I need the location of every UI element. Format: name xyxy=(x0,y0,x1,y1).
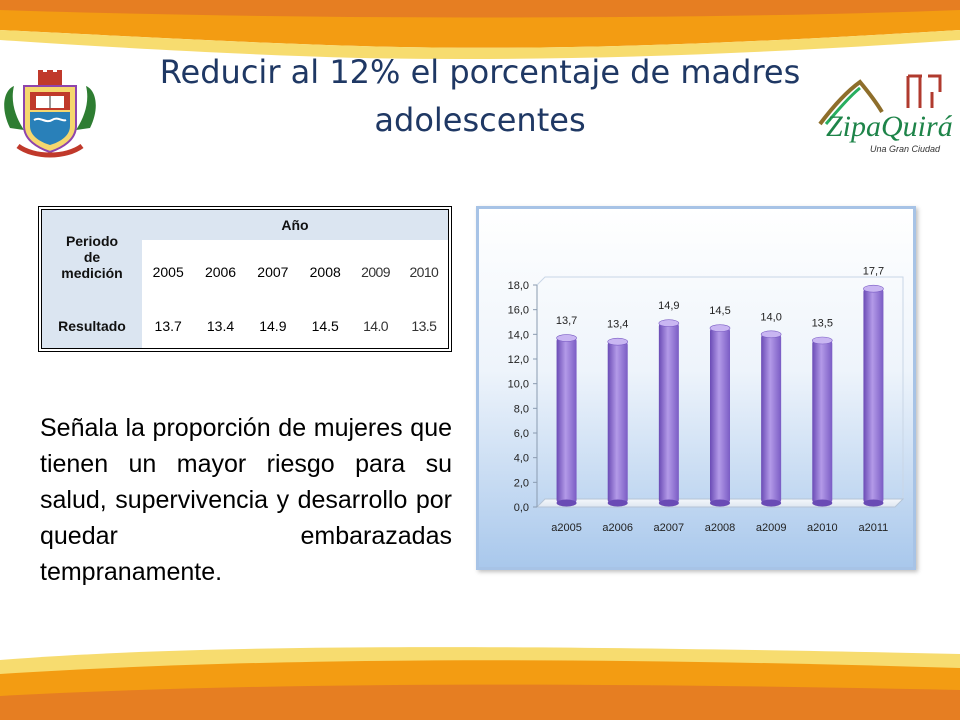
bar-base xyxy=(863,499,884,507)
bar-cap xyxy=(556,334,577,342)
y-tick-label: 10,0 xyxy=(508,379,529,391)
bar-cap xyxy=(658,319,680,328)
year-header-cell: Año xyxy=(142,210,448,240)
bar-chart-svg: 0,0 2,0 4,0 6,0 8,0 10,0 12,0 14,0 16,0 18,0 13,7 a… xyxy=(508,266,905,534)
indicator-description: Señala la proporción de mujeres que tien… xyxy=(40,414,452,586)
bar xyxy=(710,328,730,503)
y-tick-label: 12,0 xyxy=(508,354,529,366)
city-logo: ZipaQuirá Una Gran Ciudad xyxy=(812,68,960,160)
year-cell: 2009 xyxy=(351,240,400,304)
result-cell: 14.9 xyxy=(246,304,300,348)
year-cell: 2007 xyxy=(246,240,300,304)
x-tick-label: a2007 xyxy=(654,522,685,534)
result-cell: 14.0 xyxy=(351,304,400,348)
results-row: Resultado 13.7 13.4 14.9 14.5 14.0 13.5 xyxy=(42,304,448,348)
bar-data-label: 13,5 xyxy=(812,318,833,330)
bar-chart: 0,0 2,0 4,0 6,0 8,0 10,0 12,0 14,0 16,0 18,0 13,7 a… xyxy=(476,206,916,570)
y-tick-label: 2,0 xyxy=(514,477,529,489)
bar-base xyxy=(556,499,577,507)
bar xyxy=(863,288,884,503)
bar-data-label: 14,0 xyxy=(760,311,781,323)
top-decorative-band xyxy=(0,0,960,60)
period-header-line3: medición xyxy=(61,265,123,281)
years-row: 2005 2006 2007 2008 2009 2010 xyxy=(42,240,448,304)
result-cell: 14.5 xyxy=(299,304,352,348)
logo-tagline: Una Gran Ciudad xyxy=(870,144,941,154)
y-tick-label: 14,0 xyxy=(508,329,529,341)
bar-base xyxy=(607,499,628,507)
x-tick-label: a2010 xyxy=(807,522,838,534)
bar-cap xyxy=(811,336,833,345)
bar-data-label: 13,4 xyxy=(607,319,628,331)
result-cell: 13.4 xyxy=(194,304,247,348)
bar-data-label: 13,7 xyxy=(556,315,577,327)
year-cell: 2006 xyxy=(194,240,247,304)
bar-data-label: 14,9 xyxy=(658,300,679,312)
results-table: Periodo de medición Año 2005 2006 2007 2… xyxy=(38,206,452,352)
bar-cap xyxy=(607,337,629,346)
result-cell: 13.7 xyxy=(142,304,195,348)
slide-title: Reducir al 12% el porcentaje de madres a… xyxy=(60,48,900,144)
logo-wordmark: ZipaQuirá xyxy=(826,110,953,143)
bottom-decorative-band xyxy=(0,647,960,720)
x-tick-label: a2011 xyxy=(859,522,889,534)
bar-cap xyxy=(760,330,782,339)
bar xyxy=(658,323,679,503)
y-tick-label: 16,0 xyxy=(508,305,529,317)
y-tick-label: 6,0 xyxy=(514,428,529,440)
bar xyxy=(812,340,833,503)
y-tick-label: 8,0 xyxy=(514,403,529,415)
bar xyxy=(556,338,577,503)
result-label-cell: Resultado xyxy=(42,304,142,348)
year-cell: 2010 xyxy=(399,240,448,304)
x-tick-label: a2009 xyxy=(756,522,787,534)
bar xyxy=(761,334,782,503)
bar xyxy=(607,341,628,503)
bar-base xyxy=(812,499,833,507)
period-header-line2: de xyxy=(83,249,101,265)
x-tick-label: a2006 xyxy=(602,522,633,534)
result-cell: 13.5 xyxy=(399,304,448,348)
title-line-1: Reducir al 12% el porcentaje de madres xyxy=(159,53,801,91)
period-header-line1: Periodo xyxy=(65,233,119,249)
bar-base xyxy=(761,499,782,507)
bar-base xyxy=(710,499,730,507)
mountain-logo-icon xyxy=(818,74,942,126)
bar-cap xyxy=(709,324,731,332)
x-tick-label: a2005 xyxy=(551,522,582,534)
table-header-row: Periodo de medición Año xyxy=(42,210,448,304)
bar-data-label: 14,5 xyxy=(709,305,730,317)
bar-base xyxy=(658,499,679,507)
bar-cap xyxy=(863,284,884,293)
x-tick-label: a2008 xyxy=(705,522,736,534)
year-cell: 2008 xyxy=(299,240,352,304)
bar-data-label: 17,7 xyxy=(863,266,884,278)
year-cell: 2005 xyxy=(142,240,195,304)
y-tick-label: 18,0 xyxy=(508,280,529,292)
municipal-crest-icon xyxy=(4,70,96,158)
period-header-cell: Periodo de medición xyxy=(42,210,142,304)
y-tick-label: 4,0 xyxy=(514,453,529,465)
title-line-2: adolescentes xyxy=(374,101,586,139)
y-tick-label: 0,0 xyxy=(514,502,529,514)
